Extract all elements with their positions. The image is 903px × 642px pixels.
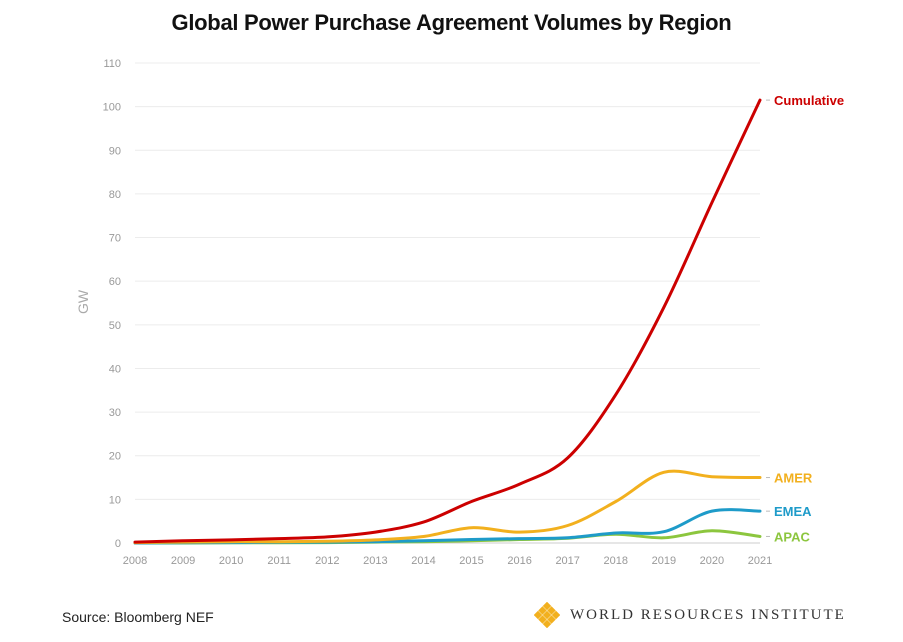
y-tick-label: 70: [109, 233, 121, 245]
y-tick-label: 20: [109, 451, 121, 463]
x-tick-label: 2013: [363, 555, 387, 567]
series-line-amer: [133, 469, 762, 545]
source-note: Source: Bloomberg NEF: [62, 609, 214, 625]
wri-logo-text: WORLD RESOURCES INSTITUTE: [570, 606, 846, 623]
x-tick-label: 2020: [700, 555, 724, 567]
y-tick-label: 40: [109, 363, 121, 375]
y-tick-label: 80: [109, 189, 121, 201]
x-tick-label: 2008: [123, 555, 147, 567]
x-tick-labels: 2008 2009 2010 2011 2012 2013 2014 2015 2016 2017…: [123, 555, 772, 567]
y-tick-label: 0: [115, 538, 121, 550]
y-tick-label: 110: [103, 58, 121, 70]
wri-logo: WORLD RESOURCES INSTITUTE: [534, 602, 846, 628]
grid-lines: [135, 62, 760, 544]
y-tick-label: 30: [109, 407, 121, 419]
y-axis-label: GW: [75, 289, 91, 314]
chart-title: Global Power Purchase Agreement Volumes …: [171, 10, 732, 35]
series-label-apac: APAC: [774, 529, 810, 544]
y-tick-label: 10: [109, 494, 121, 506]
series-label-cumulative: Cumulative: [774, 93, 844, 108]
x-tick-label: 2018: [604, 555, 628, 567]
y-tick-label: 100: [103, 102, 121, 114]
x-tick-label: 2014: [411, 555, 435, 567]
x-tick-label: 2011: [267, 555, 291, 567]
series-label-emea: EMEA: [774, 504, 812, 519]
x-tick-label: 2009: [171, 555, 195, 567]
y-tick-label: 50: [109, 320, 121, 332]
x-tick-label: 2021: [748, 555, 772, 567]
series-line-cumulative: [133, 98, 762, 544]
x-tick-label: 2016: [507, 555, 531, 567]
x-tick-label: 2010: [219, 555, 243, 567]
series-label-amer: AMER: [774, 471, 813, 486]
x-tick-label: 2015: [459, 555, 483, 567]
x-tick-label: 2017: [555, 555, 579, 567]
wri-logo-icon: [534, 602, 560, 628]
x-tick-label: 2012: [315, 555, 339, 567]
series-end-labels: Cumulative AMER EMEA APAC: [766, 93, 844, 544]
series-lines: [133, 98, 762, 545]
y-tick-label: 60: [109, 276, 121, 288]
x-tick-label: 2019: [652, 555, 676, 567]
y-tick-label: 90: [109, 145, 121, 157]
y-tick-labels: 0 10 20 30 40 50 60 70 80 90 100 110: [103, 58, 121, 550]
